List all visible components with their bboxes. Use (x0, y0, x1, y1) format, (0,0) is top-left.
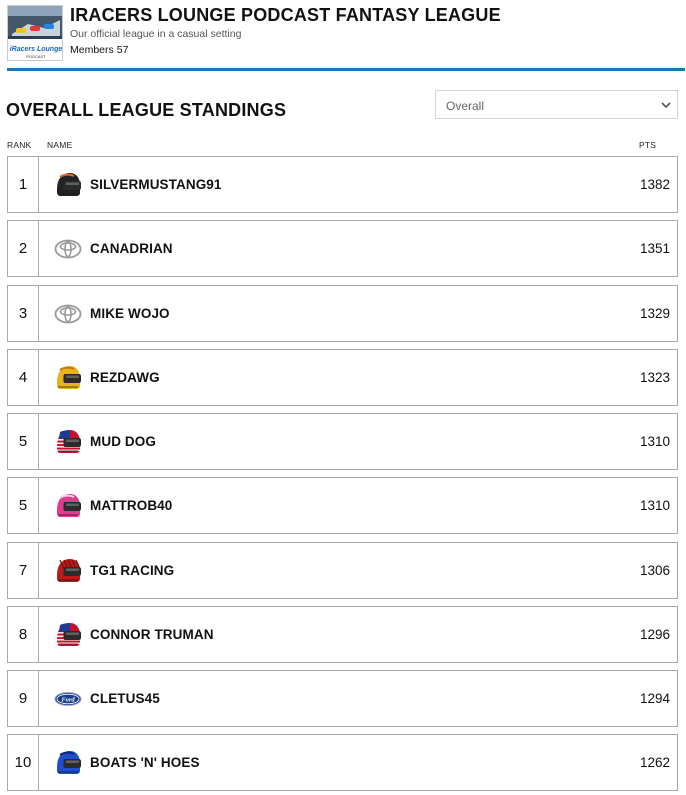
player-name: BOATS 'N' HOES (90, 755, 200, 770)
rank-value: 9 (18, 690, 28, 707)
rank-cell: 1 (8, 157, 39, 212)
logo-subtext: PODCAST (26, 54, 46, 59)
player-name: REZDAWG (90, 370, 160, 385)
helmet-icon (57, 751, 81, 774)
rank-cell: 5 (8, 478, 39, 533)
standings-row[interactable]: 3 MIKE WOJO 1329 (7, 285, 678, 342)
standings-row[interactable]: 9 Ford CLETUS45 1294 (7, 670, 678, 727)
toyota-logo-icon (54, 304, 82, 324)
player-points: 1294 (639, 691, 670, 706)
helmet-icon (57, 366, 81, 389)
helmet-icon (57, 494, 81, 517)
helmet-icon (57, 623, 81, 646)
standings-row[interactable]: 7 TG1 RACING 1306 (7, 542, 678, 599)
player-name: SILVERMUSTANG91 (90, 177, 222, 192)
rank-cell: 3 (8, 286, 39, 341)
player-points: 1351 (639, 241, 670, 256)
rank-value: 10 (14, 754, 32, 771)
player-points: 1329 (639, 306, 670, 321)
player-name: MUD DOG (90, 434, 156, 449)
toyota-logo-icon (54, 239, 82, 259)
filter-selected-value: Overall (446, 99, 485, 113)
league-subtitle: Our official league in a casual setting (70, 28, 242, 40)
rank-value: 7 (18, 562, 28, 579)
standings-filter-select[interactable]: Overall (435, 90, 678, 119)
rank-value: 4 (18, 369, 28, 386)
members-label: Members (70, 44, 114, 56)
player-points: 1323 (639, 370, 670, 385)
rank-cell: 10 (8, 735, 39, 790)
rank-cell: 8 (8, 607, 39, 662)
rank-cell: 2 (8, 221, 39, 276)
logo-wordmark: iRacers Lounge (10, 46, 63, 53)
player-name: MIKE WOJO (90, 306, 170, 321)
standings-row[interactable]: 4 REZDAWG 1323 (7, 349, 678, 406)
player-name: CONNOR TRUMAN (90, 627, 214, 642)
column-header-name: NAME (47, 140, 73, 150)
standings-title: OVERALL LEAGUE STANDINGS (6, 100, 287, 120)
rank-value: 8 (18, 626, 28, 643)
standings-row[interactable]: 2 CANADRIAN 1351 (7, 220, 678, 277)
rank-cell: 7 (8, 543, 39, 598)
standings-row[interactable]: 5 MATTROB40 1310 (7, 477, 678, 534)
player-points: 1310 (639, 434, 670, 449)
player-points: 1306 (639, 563, 670, 578)
column-header-rank: RANK (7, 140, 32, 150)
player-name: CANADRIAN (90, 241, 173, 256)
standings-row[interactable]: 8 CONNOR TRUMAN 1296 (7, 606, 678, 663)
column-header-pts: PTS (639, 140, 657, 150)
rank-cell: 9 (8, 671, 39, 726)
rank-value: 1 (18, 176, 28, 193)
player-name: TG1 RACING (90, 563, 175, 578)
standings-row[interactable]: 5 MUD DOG 1310 (7, 413, 678, 470)
rank-value: 5 (18, 433, 28, 450)
chevron-down-icon (661, 102, 671, 109)
standings-row[interactable]: 10 BOATS 'N' HOES 1262 (7, 734, 678, 791)
members-value: 57 (116, 44, 129, 56)
league-logo: iRacers Lounge PODCAST (7, 5, 63, 61)
league-title: IRACERS LOUNGE PODCAST FANTASY LEAGUE (70, 5, 501, 25)
helmet-icon (57, 559, 81, 582)
player-points: 1262 (639, 755, 670, 770)
helmet-icon (57, 430, 81, 453)
header-divider (7, 68, 685, 71)
svg-text:Ford: Ford (61, 696, 75, 703)
player-name: CLETUS45 (90, 691, 160, 706)
helmet-icon (57, 173, 81, 196)
player-points: 1310 (639, 498, 670, 513)
standings-row[interactable]: 1 SILVERMUSTANG91 1382 (7, 156, 678, 213)
rank-cell: 5 (8, 414, 39, 469)
league-header: iRacers Lounge PODCAST IRACERS LOUNGE PO… (7, 5, 685, 73)
members-count: Members 57 (70, 44, 128, 56)
player-name: MATTROB40 (90, 498, 173, 513)
ford-logo-icon: Ford (54, 692, 82, 706)
rank-cell: 4 (8, 350, 39, 405)
rank-value: 3 (18, 305, 28, 322)
player-points: 1296 (639, 627, 670, 642)
rank-value: 5 (18, 497, 28, 514)
rank-value: 2 (18, 240, 28, 257)
player-points: 1382 (639, 177, 670, 192)
